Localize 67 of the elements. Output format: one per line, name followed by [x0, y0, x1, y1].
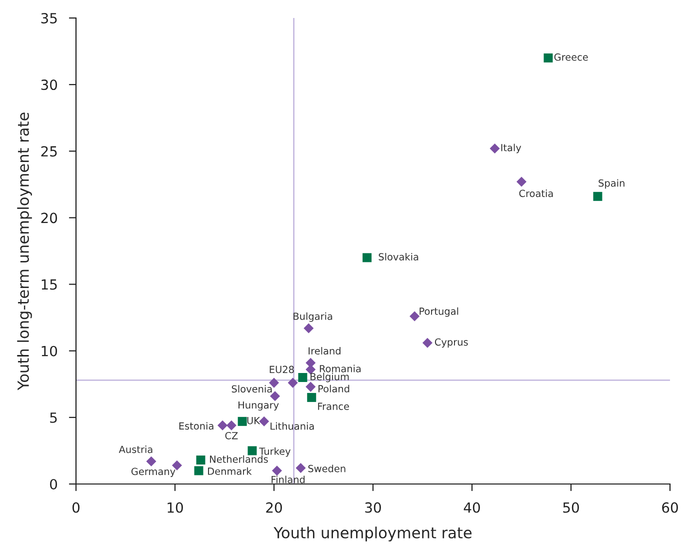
- point: [248, 446, 257, 456]
- annotation: Finland: [272, 476, 305, 484]
- point: [298, 372, 308, 382]
- point: [410, 311, 420, 322]
- y-tick-label: 10: [42, 346, 58, 356]
- x-tick-label: 0: [72, 502, 80, 513]
- point: [288, 378, 298, 388]
- annotation: Estonia: [179, 422, 214, 430]
- x-tick-label: 40: [464, 502, 480, 513]
- annotation: Greece: [554, 53, 588, 61]
- point: [593, 192, 602, 201]
- x-tick-label: 60: [662, 502, 678, 513]
- y-tick-label: 30: [41, 80, 58, 90]
- point: [272, 466, 282, 476]
- annotation: Lithuania: [270, 422, 314, 430]
- y-tick-label: 35: [41, 12, 57, 24]
- point: [296, 463, 306, 474]
- annotation: Austria: [118, 446, 152, 454]
- y-axis-title: Youth long-term unemployment rate: [17, 112, 32, 390]
- point: [490, 143, 500, 154]
- annotation: Germany: [131, 468, 176, 478]
- point: [196, 456, 206, 465]
- x-tick-label: 30: [365, 502, 381, 513]
- point: [259, 416, 270, 426]
- point: [226, 420, 236, 430]
- annotation: Turkey: [259, 447, 291, 457]
- annotation: UK: [247, 417, 260, 424]
- annotation: Romania: [320, 364, 361, 372]
- annotation: Cyprus: [434, 338, 468, 348]
- annotation: Belgium: [310, 372, 349, 382]
- point: [422, 338, 432, 348]
- annotation: Italy: [501, 144, 522, 154]
- annotation: Slovakia: [378, 252, 418, 260]
- point: [146, 456, 156, 466]
- annotation: Croatia: [519, 190, 553, 198]
- x-tick-label: 10: [168, 502, 183, 513]
- annotation: Denmark: [208, 467, 252, 475]
- annotation: Ireland: [308, 347, 340, 355]
- point: [306, 382, 316, 392]
- annotation: Netherlands: [210, 455, 268, 463]
- annotation: Portugal: [420, 307, 458, 317]
- y-tick-label: 25: [41, 146, 57, 157]
- x-tick-label: 20: [266, 502, 282, 513]
- y-tick-label: 5: [50, 412, 57, 423]
- annotation: France: [318, 402, 349, 410]
- x-axis-title: Youth unemployment rate: [274, 526, 472, 542]
- annotation: Bulgaria: [294, 312, 332, 322]
- point: [307, 392, 316, 402]
- x-tick-label: 50: [563, 502, 579, 513]
- y-tick-label: 0: [50, 478, 58, 490]
- point: [304, 323, 314, 334]
- point: [238, 416, 247, 426]
- annotation: Hungary: [238, 401, 279, 411]
- annotation: CZ: [225, 432, 238, 440]
- annotation: Sweden: [308, 464, 346, 472]
- point: [218, 420, 228, 430]
- point: [270, 391, 280, 402]
- annotation: Poland: [318, 384, 350, 392]
- annotation: EU28: [270, 366, 294, 374]
- y-tick-label: 20: [41, 212, 58, 224]
- annotation: Spain: [598, 179, 624, 189]
- point: [194, 466, 204, 476]
- point: [516, 176, 527, 187]
- point: [544, 53, 553, 62]
- annotation: Slovenia: [232, 385, 272, 393]
- y-tick-label: 15: [42, 279, 57, 290]
- point: [362, 253, 372, 262]
